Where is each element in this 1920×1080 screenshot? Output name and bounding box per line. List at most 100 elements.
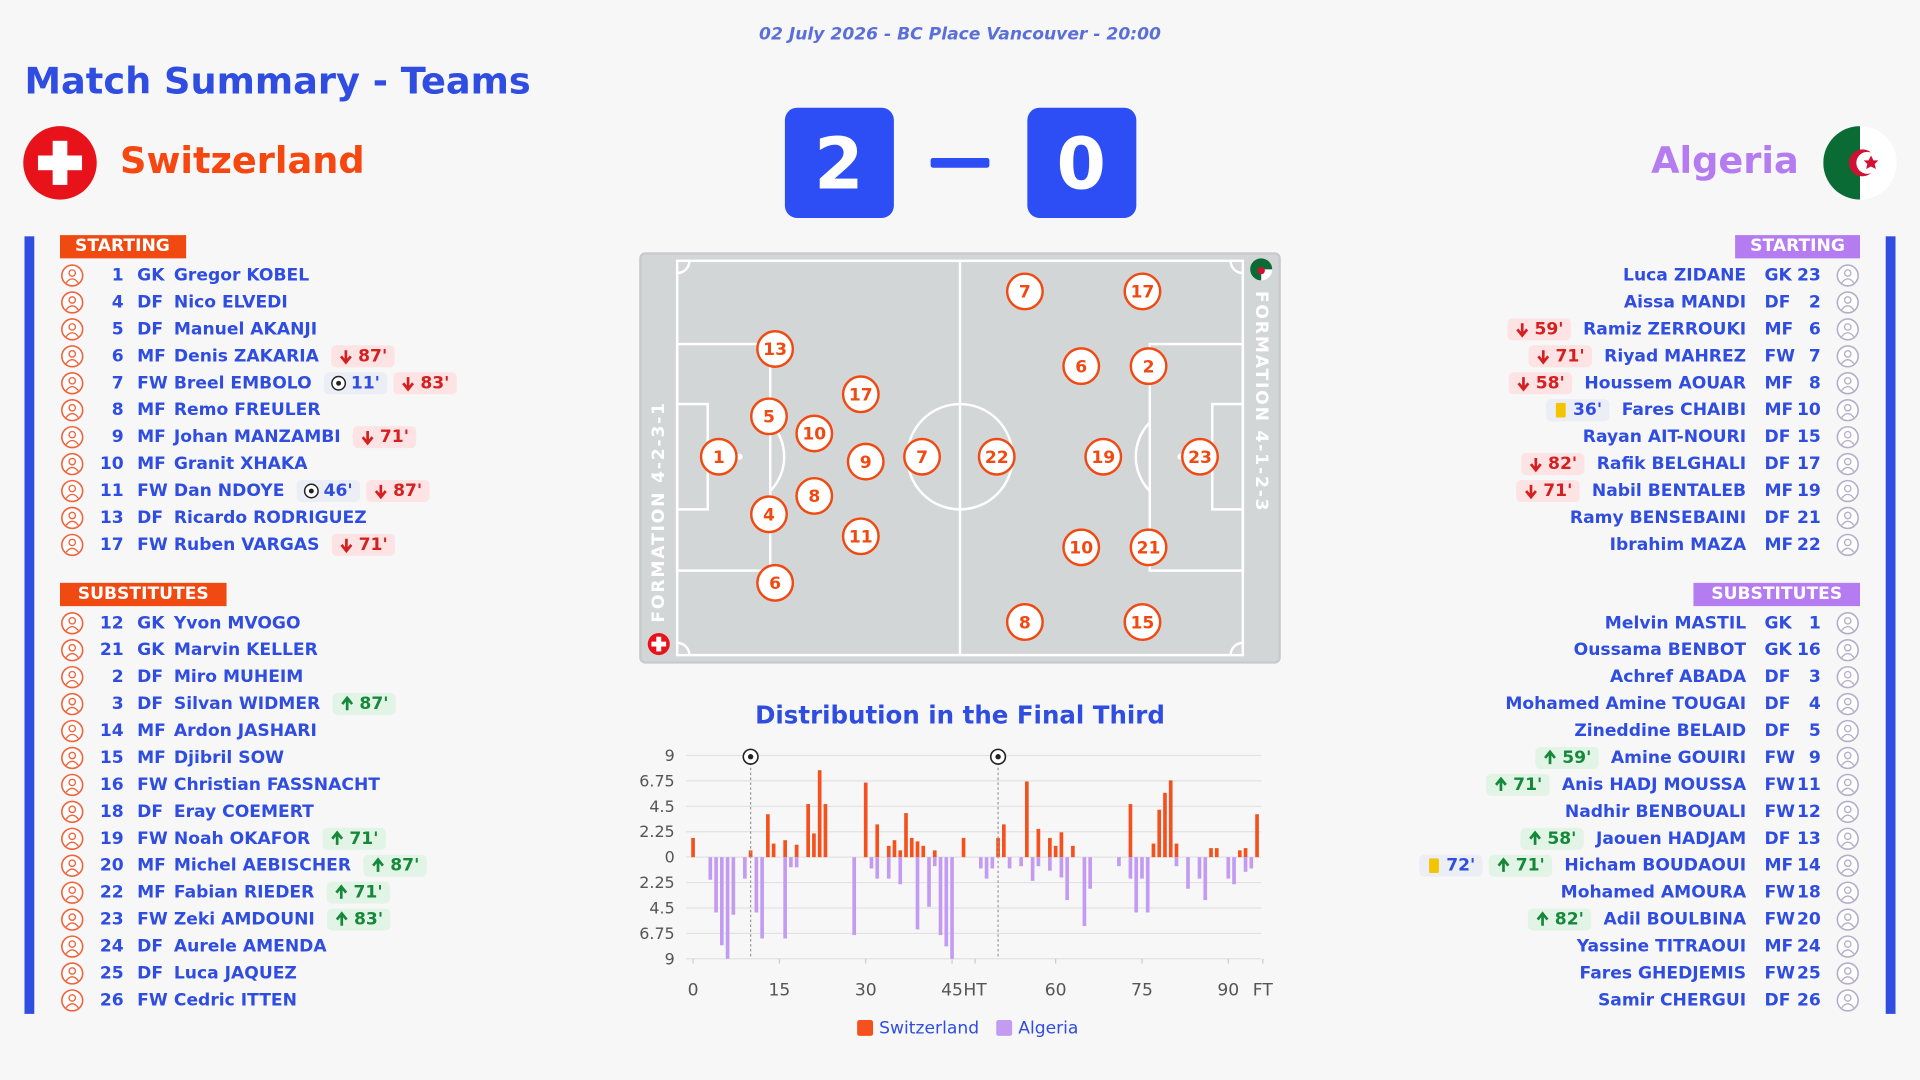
bar xyxy=(927,857,931,907)
pitch-player xyxy=(756,563,795,602)
pitch-player-number: 11 xyxy=(849,528,873,548)
player-name: Djibril SOW xyxy=(174,748,284,768)
icon-head xyxy=(1843,859,1852,868)
icon-body xyxy=(1841,439,1855,445)
player-name: Johan MANZAMBI xyxy=(173,427,341,447)
icon-head xyxy=(68,376,77,385)
player-number: 7 xyxy=(1809,346,1821,366)
player-number: 23 xyxy=(100,910,124,930)
event-minute: 71' xyxy=(1516,856,1545,876)
player-icon xyxy=(1836,800,1859,824)
player-number: 21 xyxy=(100,640,124,660)
event-minute: 71' xyxy=(1556,346,1585,366)
player-name: Miro MUHEIM xyxy=(174,667,303,687)
player-icon xyxy=(61,881,84,904)
icon-ring xyxy=(61,506,84,530)
bar xyxy=(932,850,937,858)
bar xyxy=(691,837,695,858)
player-name: Jaouen HADJAM xyxy=(1595,829,1746,849)
x-tick-label: 15 xyxy=(768,981,790,1001)
icon-ring xyxy=(1836,719,1859,743)
bar xyxy=(823,804,828,858)
pitch-player xyxy=(1062,528,1101,567)
icon-body xyxy=(1841,412,1855,418)
pitch-player-number: 17 xyxy=(1131,283,1155,303)
x-tick-label: FT xyxy=(1253,981,1274,1001)
bar xyxy=(869,857,874,869)
bar xyxy=(932,857,937,867)
icon-body xyxy=(65,814,79,820)
bar xyxy=(875,857,880,879)
player-position: DF xyxy=(137,667,163,687)
x-tick-label: 45 xyxy=(941,981,963,1001)
player-number: 12 xyxy=(100,613,124,633)
player-icon xyxy=(1836,533,1859,557)
player-icon xyxy=(61,854,84,877)
icon-body xyxy=(1841,976,1855,982)
player-icon xyxy=(1836,854,1859,877)
player-icon xyxy=(1836,318,1859,341)
player-name: Ramy BENSEBAINI xyxy=(1570,508,1746,528)
pitch-player xyxy=(699,437,738,476)
bar xyxy=(731,857,736,915)
player-number: 13 xyxy=(100,508,124,528)
event-pill: 71' xyxy=(1528,345,1592,368)
icon-ring xyxy=(61,452,84,476)
player-icon xyxy=(61,665,84,689)
icon-body xyxy=(65,466,79,472)
player-position: DF xyxy=(1764,721,1790,741)
icon-head xyxy=(68,967,77,975)
bar xyxy=(938,857,943,936)
event-pill: 58' xyxy=(1508,372,1573,395)
player-name: Ardon JASHARI xyxy=(174,721,317,741)
bar xyxy=(1157,809,1162,858)
sub-on-icon xyxy=(335,884,348,899)
player-icon xyxy=(61,935,84,958)
player-number: 24 xyxy=(100,937,124,957)
icon-head xyxy=(68,538,77,547)
x-tick-label: HT xyxy=(963,981,987,1001)
away-flag xyxy=(1823,126,1897,200)
x-tick-label: 60 xyxy=(1045,981,1067,1001)
pitch-player-number: 9 xyxy=(860,453,872,473)
player-number: 20 xyxy=(1797,910,1821,930)
player-position: MF xyxy=(1764,400,1793,420)
icon-ring xyxy=(61,881,84,904)
legend-label: Switzerland xyxy=(879,1019,979,1039)
bar xyxy=(1048,857,1052,871)
player-number: 14 xyxy=(1797,856,1821,876)
pitch-player xyxy=(1129,528,1168,567)
player-position: MF xyxy=(137,454,166,474)
sub-on-icon xyxy=(335,911,348,926)
icon-ring xyxy=(1836,318,1859,341)
icon-ring xyxy=(61,989,84,1012)
player-name: Michel AEBISCHER xyxy=(174,856,351,876)
player-number: 4 xyxy=(112,292,124,312)
bar xyxy=(1197,857,1202,879)
bar xyxy=(1163,792,1167,858)
goal-icon-dot xyxy=(336,380,342,386)
player-name: Fabian RIEDER xyxy=(174,883,314,903)
sub-off-icon xyxy=(1517,377,1530,392)
bar xyxy=(1059,832,1064,858)
bar xyxy=(771,843,776,858)
icon-head xyxy=(68,913,77,922)
player-position: FW xyxy=(1764,775,1795,795)
icon-body xyxy=(1841,787,1855,793)
pitch-player xyxy=(846,442,885,481)
bar xyxy=(1053,845,1058,858)
player-position: MF xyxy=(1764,937,1793,957)
icon-ring xyxy=(61,746,84,770)
player-name: Gregor KOBEL xyxy=(174,266,309,286)
icon-ring xyxy=(1836,881,1859,904)
pitch-player-number: 5 xyxy=(763,408,775,428)
player-name: Silvan WIDMER xyxy=(174,694,320,714)
bar xyxy=(1065,857,1069,901)
bar xyxy=(944,857,949,947)
icon-head xyxy=(1843,670,1852,679)
pitch-player-number: 19 xyxy=(1091,448,1115,468)
icon-body xyxy=(1841,922,1855,928)
event-minute: 87' xyxy=(390,856,419,876)
bar xyxy=(909,837,914,858)
